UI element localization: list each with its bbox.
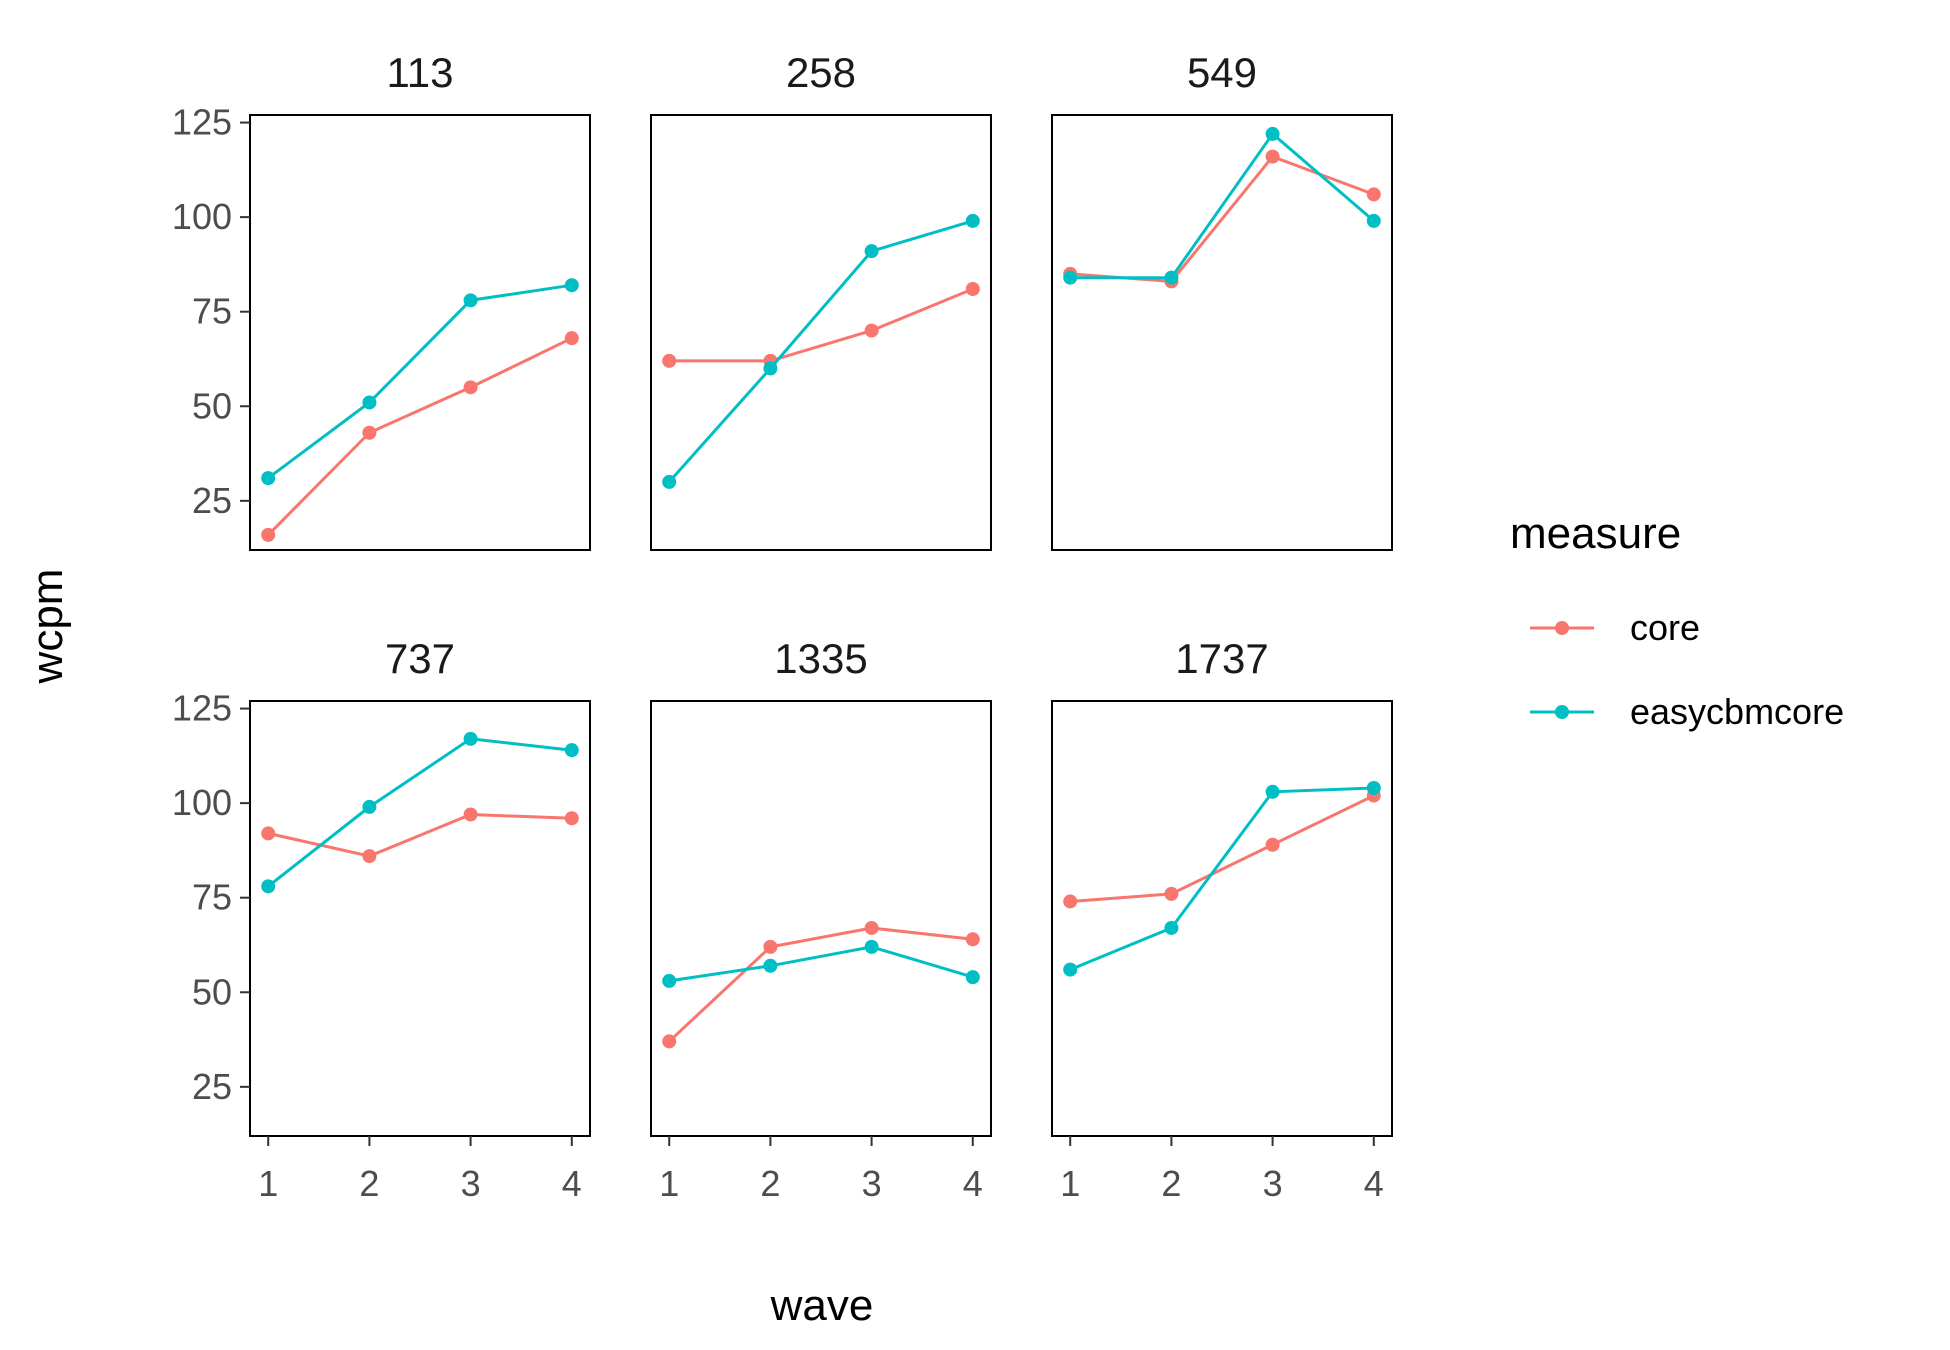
series-line-core (267, 336, 573, 536)
x-axis-title: wave (770, 1281, 874, 1330)
data-point-core (965, 932, 980, 947)
y-tick-label: 75 (192, 877, 232, 918)
x-tick-label: 1 (258, 1163, 278, 1204)
panel-title: 737 (385, 635, 455, 682)
data-point-easycbmcore (1265, 126, 1280, 141)
data-point-easycbmcore (261, 879, 276, 894)
x-tick-label: 2 (760, 1163, 780, 1204)
y-tick-label: 100 (172, 196, 232, 237)
panel-title: 549 (1187, 49, 1257, 96)
data-point-core (261, 826, 276, 841)
panel-border (650, 700, 992, 1137)
x-tick-label: 1 (1060, 1163, 1080, 1204)
panel-border (650, 114, 992, 551)
series-line-easycbmcore (267, 737, 572, 888)
data-point-core (1366, 187, 1381, 202)
data-point-easycbmcore (965, 213, 980, 228)
panel-border (249, 700, 591, 1137)
data-point-easycbmcore (1265, 784, 1280, 799)
y-tick-label: 75 (192, 291, 232, 332)
series-line-core (668, 926, 973, 1043)
data-point-easycbmcore (261, 471, 276, 486)
data-point-core (1265, 837, 1280, 852)
series-line-easycbmcore (1070, 131, 1375, 280)
data-point-easycbmcore (763, 958, 778, 973)
x-tick-label: 4 (562, 1163, 582, 1204)
y-tick-label: 100 (172, 782, 232, 823)
y-tick-label: 125 (172, 102, 232, 143)
x-tick-label: 1 (659, 1163, 679, 1204)
legend-key-point (1555, 621, 1569, 635)
data-point-core (864, 920, 879, 935)
x-tick-label: 4 (1364, 1163, 1384, 1204)
data-point-easycbmcore (362, 395, 377, 410)
panel-title: 1335 (774, 635, 867, 682)
panel-title: 113 (387, 49, 454, 96)
data-point-core (261, 527, 276, 542)
data-point-core (1164, 886, 1179, 901)
data-point-core (1063, 894, 1078, 909)
data-point-easycbmcore (1366, 781, 1381, 795)
legend-title: measure (1510, 509, 1681, 558)
data-point-easycbmcore (1366, 213, 1381, 228)
data-point-easycbmcore (662, 474, 677, 489)
x-tick-label: 3 (461, 1163, 481, 1204)
panel-border (1051, 700, 1393, 1137)
data-point-easycbmcore (864, 939, 879, 954)
data-point-core (564, 331, 579, 346)
panel-border (1051, 114, 1393, 551)
y-tick-label: 50 (192, 385, 232, 426)
data-point-core (864, 323, 879, 338)
data-point-easycbmcore (1164, 270, 1179, 285)
data-point-easycbmcore (463, 293, 478, 308)
panel-title: 258 (786, 49, 856, 96)
series-line-easycbmcore (668, 945, 974, 983)
x-tick-label: 3 (862, 1163, 882, 1204)
y-tick-label: 50 (192, 971, 232, 1012)
data-point-easycbmcore (965, 970, 980, 985)
data-point-easycbmcore (1164, 920, 1179, 935)
data-point-core (463, 807, 478, 822)
data-point-core (965, 282, 980, 296)
data-point-core (564, 811, 579, 826)
series-line-easycbmcore (1069, 786, 1374, 971)
data-point-core (362, 425, 377, 440)
series-line-core (669, 287, 974, 363)
data-point-easycbmcore (1063, 962, 1078, 977)
y-tick-label: 25 (192, 1066, 232, 1107)
series-line-core (1070, 154, 1375, 283)
data-point-easycbmcore (463, 731, 478, 746)
x-tick-label: 2 (359, 1163, 379, 1204)
data-point-easycbmcore (864, 244, 879, 259)
data-point-core (463, 380, 478, 395)
y-axis-title: wcpm (23, 569, 72, 685)
data-point-easycbmcore (362, 799, 377, 814)
series-line-core (1070, 794, 1375, 903)
data-point-core (662, 1034, 677, 1049)
legend-label: core (1630, 607, 1700, 648)
data-point-easycbmcore (662, 973, 677, 988)
y-tick-label: 125 (172, 688, 232, 729)
series-line-easycbmcore (668, 219, 974, 483)
data-point-easycbmcore (763, 361, 778, 376)
x-tick-label: 3 (1263, 1163, 1283, 1204)
legend-label: easycbmcore (1630, 691, 1844, 732)
series-line-easycbmcore (267, 283, 573, 480)
y-tick-label: 25 (192, 480, 232, 521)
data-point-core (1265, 149, 1280, 164)
panel-title: 1737 (1175, 635, 1268, 682)
data-point-core (763, 939, 778, 954)
data-point-easycbmcore (564, 278, 579, 293)
data-point-easycbmcore (564, 743, 579, 758)
panel-border (249, 114, 591, 551)
legend-key-point (1555, 705, 1569, 719)
data-point-core (662, 353, 677, 368)
x-tick-label: 4 (963, 1163, 983, 1204)
x-tick-label: 2 (1161, 1163, 1181, 1204)
data-point-easycbmcore (1063, 270, 1078, 285)
data-point-core (362, 849, 377, 864)
